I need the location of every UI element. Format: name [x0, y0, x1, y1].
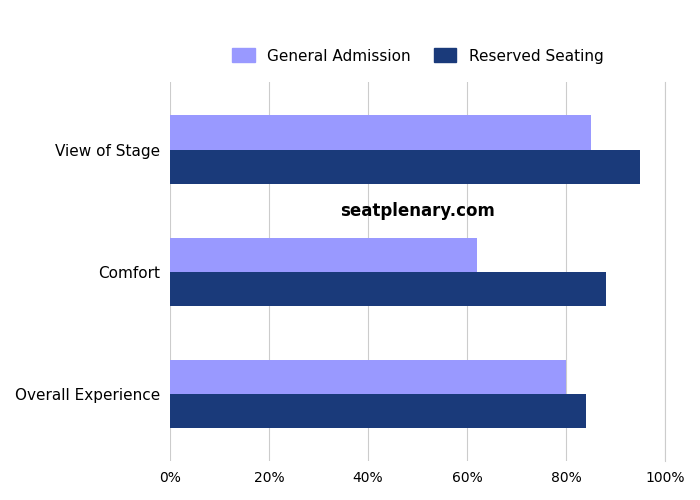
Bar [170, 116, 591, 150]
Bar [170, 360, 566, 394]
Bar [170, 238, 477, 272]
Bar [170, 150, 640, 184]
Text: seatplenary.com: seatplenary.com [340, 202, 495, 220]
Legend: General Admission, Reserved Seating: General Admission, Reserved Seating [224, 41, 611, 71]
Bar [170, 272, 606, 306]
Bar [170, 394, 586, 428]
